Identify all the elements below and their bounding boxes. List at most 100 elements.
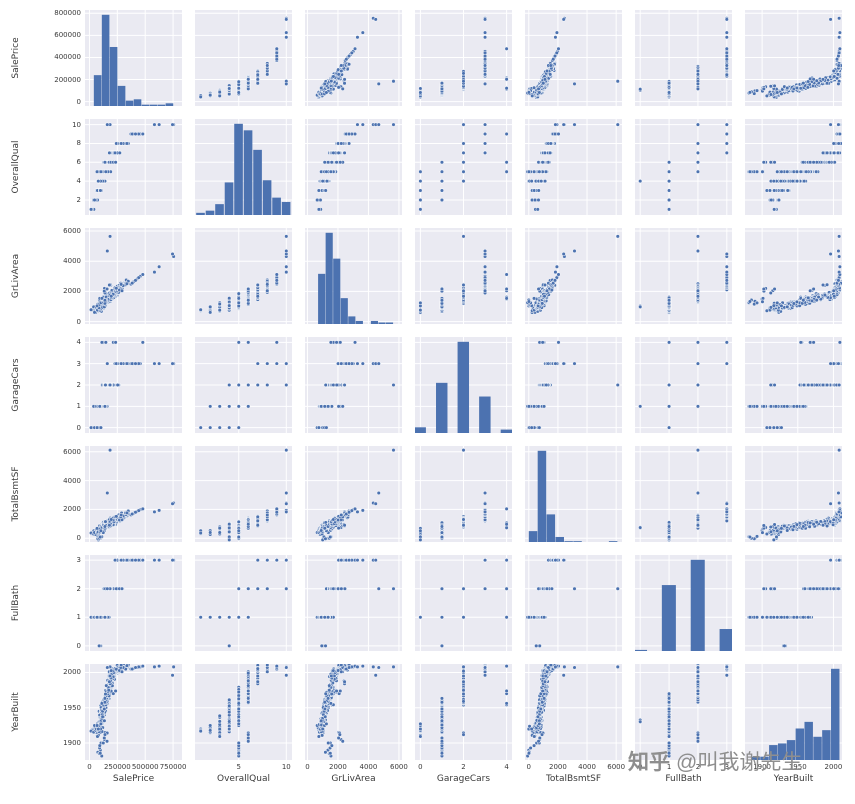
pairplot-panel-FullBath-vs-TotalBsmtSF bbox=[525, 555, 622, 651]
y-tick-label: 0 bbox=[76, 97, 81, 106]
y-axis-label: FullBath bbox=[11, 584, 21, 622]
x-tick-label: 2000 bbox=[548, 763, 567, 771]
y-tick-label: 4000 bbox=[63, 257, 81, 266]
x-tick-label: 1900 bbox=[753, 763, 772, 771]
x-tick-label: 2 bbox=[695, 763, 701, 771]
pairplot-panel-TotalBsmtSF-vs-OverallQual bbox=[195, 446, 292, 542]
x-axis-label: FullBath bbox=[665, 774, 702, 784]
pairplot-panel-FullBath-vs-GarageCars bbox=[415, 555, 512, 651]
x-axis-label: GarageCars bbox=[436, 774, 491, 784]
zhihu-logo-text: 知乎 bbox=[628, 751, 670, 774]
y-tick-label: 1 bbox=[76, 402, 81, 411]
pairplot-panel-OverallQual-vs-SalePrice bbox=[85, 119, 182, 215]
pairplot-panel-FullBath-vs-SalePrice bbox=[85, 555, 182, 651]
pairplot-panel-SalePrice-vs-FullBath bbox=[635, 10, 732, 106]
pairplot-panel-FullBath-vs-YearBuilt bbox=[745, 555, 842, 651]
pairplot-panel-YearBuilt-vs-OverallQual bbox=[195, 664, 292, 760]
pairplot-panel-GrLivArea-vs-YearBuilt bbox=[745, 228, 842, 324]
y-tick-label: 4 bbox=[76, 177, 81, 186]
pairplot-panel-OverallQual-vs-YearBuilt bbox=[745, 119, 842, 215]
y-tick-label: 10 bbox=[72, 120, 81, 129]
x-axis-label: YearBuilt bbox=[773, 774, 814, 784]
x-tick-label: 4 bbox=[504, 763, 509, 771]
x-tick-label: 0 bbox=[418, 763, 423, 771]
x-tick-label: 500000 bbox=[131, 763, 159, 771]
y-axis-label: SalePrice bbox=[11, 37, 21, 79]
pairplot-panel-TotalBsmtSF-vs-FullBath bbox=[635, 446, 732, 542]
y-tick-label: 600000 bbox=[54, 31, 81, 40]
pairplot-panel-TotalBsmtSF-vs-GarageCars bbox=[415, 446, 512, 542]
x-tick-label: 5 bbox=[236, 763, 241, 771]
x-tick-label: 0 bbox=[305, 763, 310, 771]
x-tick-label: 2000 bbox=[824, 763, 843, 771]
pairplot-panel-OverallQual-vs-GrLivArea bbox=[305, 119, 402, 215]
y-tick-label: 8 bbox=[76, 139, 81, 148]
y-tick-label: 2 bbox=[76, 584, 81, 593]
pairplot-panel-SalePrice-vs-SalePrice bbox=[85, 10, 182, 106]
watermark: 知乎 @叫我谢先生 bbox=[628, 746, 802, 776]
pairplot-panel-YearBuilt-vs-YearBuilt bbox=[745, 664, 842, 760]
y-tick-label: 0 bbox=[76, 423, 81, 432]
y-tick-label: 4000 bbox=[63, 476, 81, 485]
y-axis-label: OverallQual bbox=[11, 140, 21, 194]
pairplot-panel-SalePrice-vs-GrLivArea bbox=[305, 10, 402, 106]
x-axis-label: SalePrice bbox=[112, 774, 155, 784]
y-tick-label: 1950 bbox=[63, 703, 81, 712]
pairplot-panel-YearBuilt-vs-TotalBsmtSF bbox=[525, 664, 622, 760]
pairplot-panel-TotalBsmtSF-vs-TotalBsmtSF bbox=[525, 446, 622, 542]
pairplot-panel-GarageCars-vs-OverallQual bbox=[195, 337, 292, 433]
pairplot-panel-GrLivArea-vs-GrLivArea bbox=[305, 228, 402, 324]
y-tick-label: 0 bbox=[76, 534, 81, 543]
pairplot-panel-GrLivArea-vs-GarageCars bbox=[415, 228, 512, 324]
pairplot-panel-GarageCars-vs-FullBath bbox=[635, 337, 732, 433]
y-tick-label: 2 bbox=[76, 195, 81, 204]
y-tick-label: 0 bbox=[76, 317, 81, 326]
y-tick-label: 2000 bbox=[63, 287, 81, 296]
x-tick-label: 250000 bbox=[103, 763, 131, 771]
pairplot-panel-GarageCars-vs-TotalBsmtSF bbox=[525, 337, 622, 433]
x-tick-label: 2 bbox=[461, 763, 466, 771]
y-tick-label: 6000 bbox=[63, 227, 81, 236]
x-axis-label: OverallQual bbox=[217, 774, 270, 784]
pairplot-panel-FullBath-vs-OverallQual bbox=[195, 555, 292, 651]
y-tick-label: 6000 bbox=[63, 447, 81, 456]
y-axis-label: GrLivArea bbox=[11, 253, 21, 299]
pairplot-panel-TotalBsmtSF-vs-SalePrice bbox=[85, 446, 182, 542]
x-tick-label: 3 bbox=[724, 763, 730, 771]
pairplot-panel-TotalBsmtSF-vs-YearBuilt bbox=[745, 446, 842, 542]
y-tick-label: 1900 bbox=[63, 739, 81, 748]
pairplot-panel-TotalBsmtSF-vs-GrLivArea bbox=[305, 446, 402, 542]
y-tick-label: 3 bbox=[76, 359, 81, 368]
pairplot-panel-OverallQual-vs-OverallQual bbox=[195, 119, 292, 215]
x-axis-label: TotalBsmtSF bbox=[545, 774, 602, 784]
y-tick-label: 2000 bbox=[63, 668, 81, 677]
y-axis-label: TotalBsmtSF bbox=[11, 466, 21, 522]
y-tick-label: 200000 bbox=[54, 75, 81, 84]
pairplot-panel-YearBuilt-vs-GrLivArea bbox=[305, 664, 402, 760]
pairplot-panel-GarageCars-vs-YearBuilt bbox=[745, 337, 842, 433]
pairplot-panel-SalePrice-vs-YearBuilt bbox=[745, 10, 842, 106]
pairplot-panel-SalePrice-vs-TotalBsmtSF bbox=[525, 10, 622, 106]
pairplot-panel-FullBath-vs-GrLivArea bbox=[305, 555, 402, 651]
y-axis-label: YearBuilt bbox=[11, 692, 21, 732]
pairplot-panel-OverallQual-vs-TotalBsmtSF bbox=[525, 119, 622, 215]
pairplot-panel-YearBuilt-vs-SalePrice bbox=[85, 664, 182, 760]
pairplot-panel-GrLivArea-vs-SalePrice bbox=[85, 228, 182, 324]
x-tick-label: 4000 bbox=[578, 763, 596, 771]
x-tick-label: 0 bbox=[637, 763, 643, 771]
watermark-handle: @叫我谢先生 bbox=[676, 751, 803, 774]
pairplot-panel-YearBuilt-vs-FullBath bbox=[635, 664, 732, 760]
x-tick-label: 4000 bbox=[359, 763, 378, 771]
y-tick-label: 1 bbox=[76, 613, 81, 622]
y-tick-label: 400000 bbox=[54, 53, 81, 62]
x-axis-label: GrLivArea bbox=[331, 774, 376, 784]
x-tick-label: 0 bbox=[87, 763, 92, 771]
y-tick-label: 2 bbox=[76, 381, 81, 389]
x-tick-label: 750000 bbox=[159, 763, 187, 771]
y-tick-label: 4 bbox=[76, 338, 81, 347]
y-tick-label: 0 bbox=[76, 641, 81, 650]
pairplot-panel-GarageCars-vs-SalePrice bbox=[85, 337, 182, 433]
pairplot-panel-YearBuilt-vs-GarageCars bbox=[415, 664, 512, 760]
